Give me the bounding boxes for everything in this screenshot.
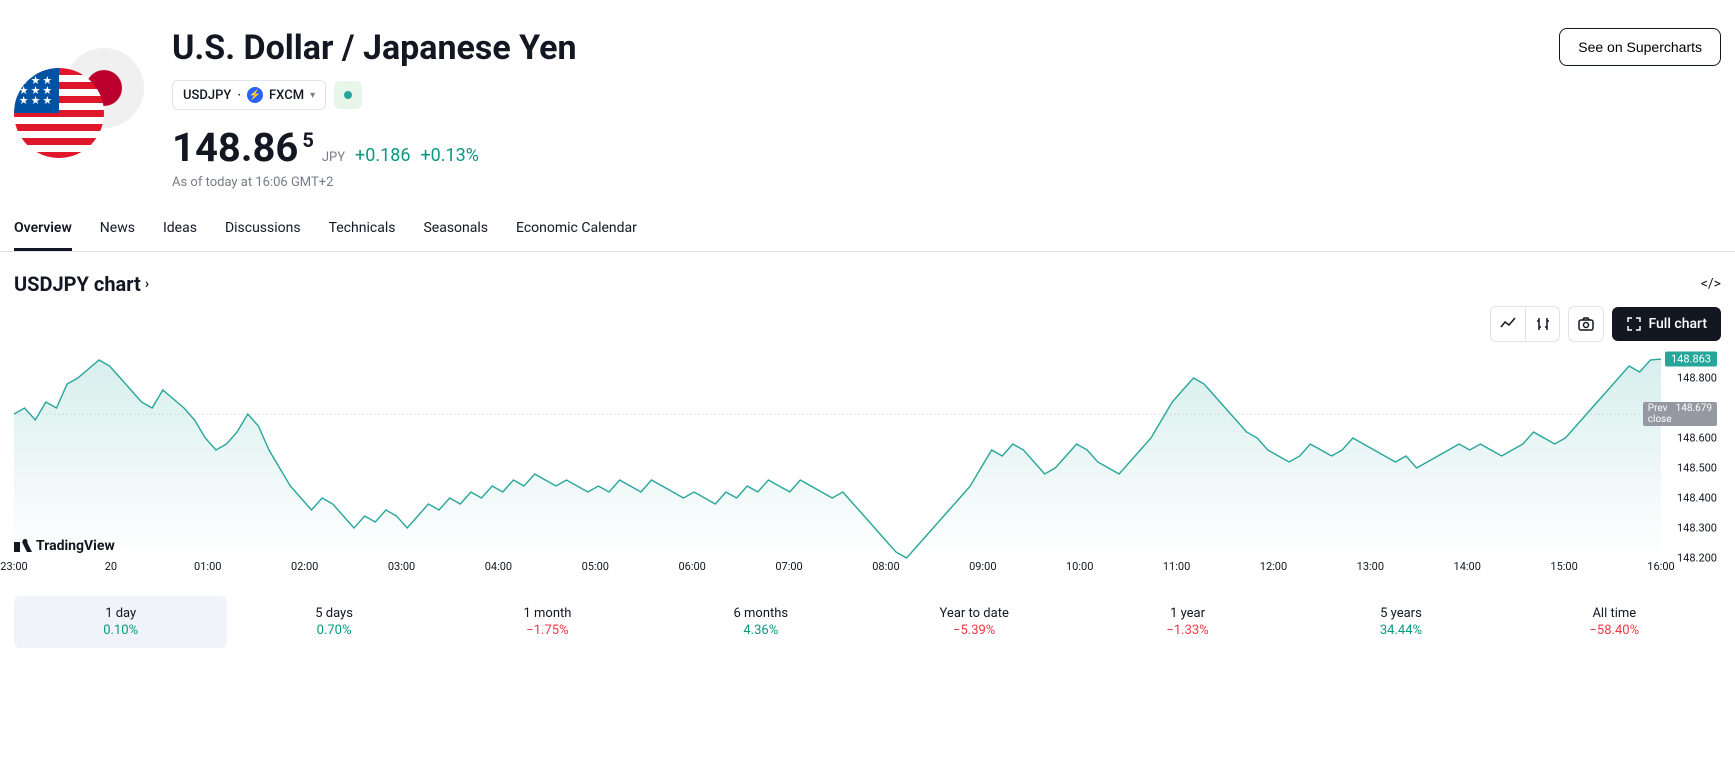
chart-type-line-button[interactable] <box>1491 307 1525 341</box>
tab-seasonals[interactable]: Seasonals <box>423 208 488 251</box>
page-title: U.S. Dollar / Japanese Yen <box>172 28 1559 68</box>
supercharts-button[interactable]: See on Supercharts <box>1559 28 1721 66</box>
range-5-years[interactable]: 5 years34.44% <box>1294 596 1507 648</box>
range-5-days[interactable]: 5 days0.70% <box>227 596 440 648</box>
header: ★★★★★★★★★ U.S. Dollar / Japanese Yen USD… <box>0 0 1735 190</box>
symbol-label: USDJPY <box>183 88 231 103</box>
range-1-year[interactable]: 1 year−1.33% <box>1081 596 1294 648</box>
header-info: U.S. Dollar / Japanese Yen USDJPY · ⚡ FX… <box>172 28 1559 190</box>
tab-news[interactable]: News <box>100 208 135 251</box>
currency-flags: ★★★★★★★★★ <box>14 28 144 158</box>
provider-label: FXCM <box>269 88 304 103</box>
x-axis: 23:002001:0002:0003:0004:0005:0006:0007:… <box>14 560 1661 578</box>
price-fraction: 5 <box>302 128 313 152</box>
chevron-down-icon: ▾ <box>310 90 315 101</box>
tab-discussions[interactable]: Discussions <box>225 208 301 251</box>
tab-ideas[interactable]: Ideas <box>163 208 197 251</box>
range-1-day[interactable]: 1 day0.10% <box>14 596 227 648</box>
chart-toolbar: Full chart <box>0 306 1735 342</box>
range-year-to-date[interactable]: Year to date−5.39% <box>868 596 1081 648</box>
prev-close-tag: Prev close148.679 <box>1643 402 1717 426</box>
full-chart-button[interactable]: Full chart <box>1612 307 1721 341</box>
flag-usd: ★★★★★★★★★ <box>14 68 104 158</box>
range-selector: 1 day0.10%5 days0.70%1 month−1.75%6 mont… <box>14 596 1721 648</box>
range-6-months[interactable]: 6 months4.36% <box>654 596 867 648</box>
chevron-right-icon: › <box>145 276 149 292</box>
watermark: TradingView <box>14 538 115 554</box>
provider-icon: ⚡ <box>247 87 263 103</box>
symbol-selector[interactable]: USDJPY · ⚡ FXCM ▾ <box>172 80 326 110</box>
price-change-abs: +0.186 <box>355 145 410 166</box>
market-status[interactable] <box>334 81 362 109</box>
status-dot-icon <box>344 91 352 99</box>
tab-economic-calendar[interactable]: Economic Calendar <box>516 208 637 251</box>
embed-icon[interactable]: </> <box>1701 276 1721 292</box>
price-currency: JPY <box>322 150 345 165</box>
chart-type-candle-button[interactable] <box>1525 307 1559 341</box>
nav-tabs: Overview News Ideas Discussions Technicals Se… <box>0 208 1735 252</box>
snapshot-button[interactable] <box>1569 307 1603 341</box>
range-all-time[interactable]: All time−58.40% <box>1508 596 1721 648</box>
expand-icon <box>1626 316 1642 332</box>
current-price-tag: 148.863 <box>1665 352 1717 367</box>
price-change-pct: +0.13% <box>420 145 479 166</box>
tab-technicals[interactable]: Technicals <box>329 208 396 251</box>
separator: · <box>237 88 241 103</box>
tab-overview[interactable]: Overview <box>14 208 72 251</box>
chart-area[interactable]: 148.200148.300148.400148.500148.600148.7… <box>14 348 1721 578</box>
tradingview-icon <box>14 539 32 553</box>
chart-title[interactable]: USDJPY chart › <box>14 272 149 296</box>
price-row: 148.865 JPY +0.186 +0.13% <box>172 124 1559 171</box>
y-axis: 148.200148.300148.400148.500148.600148.7… <box>1666 348 1721 558</box>
price-main: 148.86 <box>172 124 298 171</box>
asof-text: As of today at 16:06 GMT+2 <box>172 175 1559 190</box>
range-1-month[interactable]: 1 month−1.75% <box>441 596 654 648</box>
